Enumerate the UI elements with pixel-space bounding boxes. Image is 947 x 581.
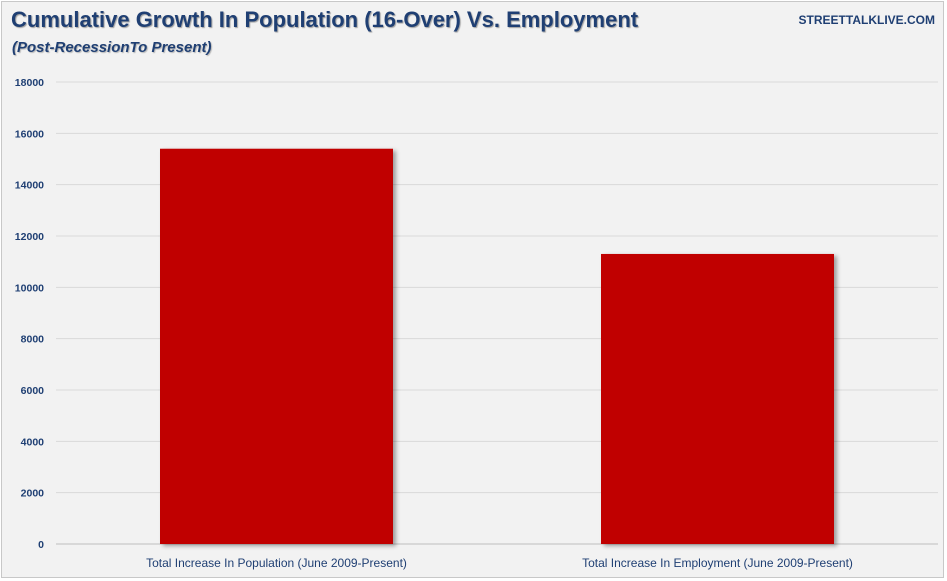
watermark: STREETTALKLIVE.COM	[798, 13, 935, 27]
y-tick-label: 8000	[21, 334, 45, 346]
x-axis-category-labels: Total Increase In Population (June 2009-…	[146, 556, 853, 570]
x-category-label: Total Increase In Population (June 2009-…	[146, 556, 407, 570]
bar	[160, 148, 393, 544]
y-axis-tick-labels: 0 2000 4000 6000 8000 10000 12000 14000 16000 180…	[15, 77, 44, 551]
y-tick-label: 12000	[15, 231, 44, 243]
x-category-label: Total Increase In Employment (June 2009-…	[582, 556, 853, 570]
chart-subtitle: (Post-RecessionTo Present)	[12, 39, 212, 56]
bar	[601, 253, 834, 544]
y-tick-label: 18000	[15, 77, 44, 89]
y-tick-label: 16000	[15, 128, 44, 140]
y-tick-label: 0	[38, 539, 44, 551]
y-tick-label: 2000	[21, 488, 45, 500]
y-tick-label: 10000	[15, 282, 44, 294]
y-tick-label: 4000	[21, 436, 45, 448]
chart-title: Cumulative Growth In Population (16-Over…	[11, 7, 639, 32]
y-tick-label: 14000	[15, 180, 44, 192]
y-tick-label: 6000	[21, 385, 45, 397]
bars	[160, 148, 834, 544]
